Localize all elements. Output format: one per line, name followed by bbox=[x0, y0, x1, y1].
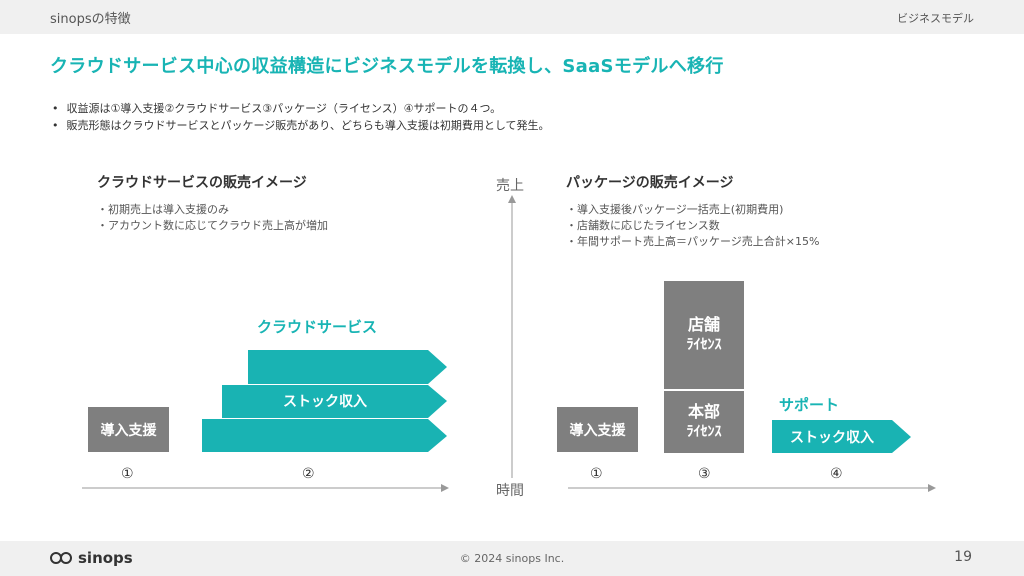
header-category: ビジネスモデル bbox=[897, 12, 974, 25]
infinity-icon bbox=[50, 552, 72, 564]
sinops-logo: sinops bbox=[50, 549, 133, 567]
page-number: 19 bbox=[954, 549, 972, 565]
store-license-line1: 店舗 bbox=[687, 315, 720, 334]
copyright: © 2024 sinops Inc. bbox=[459, 552, 565, 565]
cloud-onboarding-box: 導入支援 bbox=[88, 407, 169, 452]
cloud-arrow-middle bbox=[222, 385, 447, 418]
cloud-arrow-bottom bbox=[202, 419, 447, 452]
footer-bar bbox=[0, 541, 1024, 576]
cloud-notes: 初期売上は導入支援のみ アカウント数に応じてクラウド売上高が増加 bbox=[97, 202, 328, 234]
x-axis-label: 時間 bbox=[496, 483, 524, 499]
marker-1: ① bbox=[590, 466, 603, 482]
cloud-arrow-top bbox=[248, 350, 447, 384]
hq-license-box: 本部 ﾗｲｾﾝｽ bbox=[664, 391, 744, 453]
cloud-stock-label: ストック収入 bbox=[283, 394, 367, 410]
y-axis-label: 売上 bbox=[496, 178, 524, 194]
logo-text: sinops bbox=[78, 549, 133, 567]
marker-3: ③ bbox=[698, 466, 711, 482]
cloud-section-title: クラウドサービスの販売イメージ bbox=[97, 175, 307, 191]
marker-4: ④ bbox=[830, 466, 843, 482]
package-note: 導入支援後パッケージ一括売上(初期費用) bbox=[566, 202, 819, 218]
store-license-box: 店舗 ﾗｲｾﾝｽ bbox=[664, 281, 744, 389]
bullet-list: 収益源は①導入支援②クラウドサービス③パッケージ（ライセンス）④サポートの４つ。… bbox=[52, 100, 550, 134]
hq-license-line1: 本部 bbox=[687, 402, 720, 421]
bullet-item: 収益源は①導入支援②クラウドサービス③パッケージ（ライセンス）④サポートの４つ。 bbox=[52, 100, 550, 117]
support-label: サポート bbox=[779, 396, 840, 414]
bullet-item: 販売形態はクラウドサービスとパッケージ販売があり、どちらも導入支援は初期費用とし… bbox=[52, 117, 550, 134]
header-bar bbox=[0, 0, 1024, 34]
package-stock-label: ストック収入 bbox=[790, 430, 874, 446]
package-section-title: パッケージの販売イメージ bbox=[566, 175, 734, 191]
header-section-title: sinopsの特徴 bbox=[50, 12, 131, 27]
package-note: 店舗数に応じたライセンス数 bbox=[566, 218, 819, 234]
marker-2: ② bbox=[302, 466, 315, 482]
cloud-note: アカウント数に応じてクラウド売上高が増加 bbox=[97, 218, 328, 234]
package-onboarding-box: 導入支援 bbox=[557, 407, 638, 452]
support-arrow bbox=[772, 420, 911, 453]
package-note: 年間サポート売上高＝パッケージ売上合計×15% bbox=[566, 234, 819, 250]
cloud-service-label: クラウドサービス bbox=[257, 318, 378, 336]
hq-license-line2: ﾗｲｾﾝｽ bbox=[686, 424, 722, 440]
store-license-line2: ﾗｲｾﾝｽ bbox=[686, 337, 722, 353]
cloud-note: 初期売上は導入支援のみ bbox=[97, 202, 328, 218]
marker-1: ① bbox=[121, 466, 134, 482]
page-headline: クラウドサービス中心の収益構造にビジネスモデルを転換し、SaaSモデルへ移行 bbox=[50, 56, 724, 77]
package-notes: 導入支援後パッケージ一括売上(初期費用) 店舗数に応じたライセンス数 年間サポー… bbox=[566, 202, 819, 250]
